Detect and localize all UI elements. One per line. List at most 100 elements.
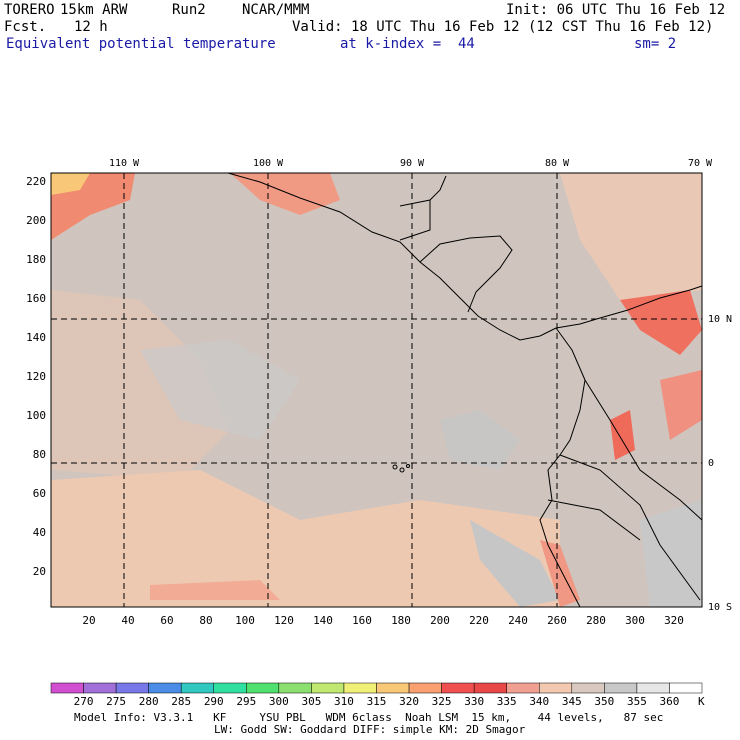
smoothing-label: sm= 2 bbox=[634, 36, 677, 52]
x-tick-label: 200 bbox=[430, 614, 450, 627]
colorbar-units: K bbox=[698, 695, 705, 708]
physics-info-line: LW: Godd SW: Goddard DIFF: simple KM: 2D… bbox=[214, 723, 526, 736]
init-time: Init: 06 UTC Thu 16 Feb 12 bbox=[506, 2, 726, 18]
x-tick-label: 300 bbox=[625, 614, 645, 627]
theta-e-hot-spot bbox=[610, 410, 635, 460]
colorbar-swatch bbox=[408, 682, 442, 694]
colorbar-label: 325 bbox=[432, 695, 452, 708]
colorbar-label: 330 bbox=[464, 695, 484, 708]
y-tick-label: 180 bbox=[26, 253, 46, 266]
y-tick-label: 200 bbox=[26, 214, 46, 227]
theta-e-region-gray bbox=[140, 340, 300, 440]
x-tick-label: 280 bbox=[586, 614, 606, 627]
x-tick-label: 160 bbox=[352, 614, 372, 627]
valid-time: Valid: 18 UTC Thu 16 Feb 12 (12 CST Thu … bbox=[292, 19, 714, 35]
colorbar-swatch bbox=[376, 682, 410, 694]
theta-e-hot-colombia bbox=[620, 290, 702, 355]
y-tick-label: 120 bbox=[26, 370, 46, 383]
x-tick-label: 320 bbox=[664, 614, 684, 627]
galapagos-island bbox=[392, 464, 398, 470]
colorbar-swatch bbox=[636, 682, 670, 694]
x-tick-label: 180 bbox=[391, 614, 411, 627]
colorbar-label: 280 bbox=[139, 695, 159, 708]
lat-label: 10 S bbox=[708, 602, 732, 613]
colorbar-label: 310 bbox=[334, 695, 354, 708]
y-tick-label: 80 bbox=[33, 448, 46, 461]
theta-e-region-cool bbox=[470, 520, 560, 607]
colorbar-swatch bbox=[539, 682, 573, 694]
y-tick-label: 220 bbox=[26, 175, 46, 188]
x-tick-label: 20 bbox=[82, 614, 95, 627]
colorbar-label: 360 bbox=[660, 695, 680, 708]
lon-label: 80 W bbox=[545, 158, 570, 169]
model-name: TORERO bbox=[4, 2, 55, 18]
colorbar-label: 315 bbox=[367, 695, 387, 708]
x-tick-label: 220 bbox=[469, 614, 489, 627]
x-tick-label: 120 bbox=[274, 614, 294, 627]
colorbar-label: 350 bbox=[594, 695, 614, 708]
lon-label: 70 W bbox=[688, 158, 713, 169]
y-tick-label: 40 bbox=[33, 526, 46, 539]
colorbar-swatch bbox=[115, 682, 149, 694]
colorbar-swatch bbox=[180, 682, 214, 694]
latlon-grid bbox=[51, 173, 702, 607]
run-label: Run2 bbox=[172, 2, 206, 18]
theta-e-hot-peru bbox=[540, 540, 580, 607]
south-america-north-coast bbox=[555, 285, 703, 329]
x-index-labels: 20 40 60 80 100 120 140 160 180 200 220 … bbox=[82, 614, 684, 627]
y-tick-label: 20 bbox=[33, 565, 46, 578]
country-border-3 bbox=[547, 499, 641, 541]
colorbar-label: 320 bbox=[399, 695, 419, 708]
map-frame bbox=[50, 172, 703, 608]
colorbar-swatch bbox=[50, 682, 84, 694]
theta-e-region bbox=[51, 290, 230, 480]
country-border-2 bbox=[559, 454, 701, 601]
forecast-label: Fcst. bbox=[4, 19, 47, 35]
x-tick-label: 140 bbox=[313, 614, 333, 627]
colorbar-label: 275 bbox=[106, 695, 126, 708]
colorbar-label: 305 bbox=[301, 695, 321, 708]
x-tick-label: 240 bbox=[508, 614, 528, 627]
colorbar-swatch bbox=[148, 682, 182, 694]
colorbar-label: 355 bbox=[627, 695, 647, 708]
theta-e-region-south bbox=[51, 470, 560, 607]
yucatan-coast bbox=[399, 175, 447, 207]
theta-e-region-gray-2 bbox=[440, 410, 520, 470]
colorbar-swatch bbox=[473, 682, 507, 694]
x-tick-label: 80 bbox=[199, 614, 212, 627]
theta-e-hot-mexico bbox=[230, 173, 340, 215]
field-name: Equivalent potential temperature bbox=[6, 36, 276, 52]
colorbar-label: 285 bbox=[171, 695, 191, 708]
galapagos-island-3 bbox=[406, 464, 410, 468]
colorbar-label: 295 bbox=[236, 695, 256, 708]
colorbar-swatch bbox=[278, 682, 312, 694]
longitude-labels: 110 W 100 W 90 W 80 W 70 W bbox=[109, 158, 713, 169]
country-border bbox=[584, 379, 703, 521]
pacific-coastline bbox=[227, 172, 557, 341]
border-guatemala bbox=[399, 200, 431, 241]
map-panel: 110 W 100 W 90 W 80 W 70 W 10 N 0 10 S 2… bbox=[26, 158, 732, 627]
colorbar-label: 345 bbox=[562, 695, 582, 708]
theta-e-region-northeast bbox=[560, 173, 702, 300]
lat-label: 0 bbox=[708, 458, 714, 469]
y-tick-label: 100 bbox=[26, 409, 46, 422]
org-label: NCAR/MMM bbox=[242, 2, 310, 18]
resolution-label: 15km ARW bbox=[60, 2, 128, 18]
x-tick-label: 40 bbox=[121, 614, 134, 627]
forecast-hours: 12 h bbox=[74, 19, 108, 35]
y-tick-label: 60 bbox=[33, 487, 46, 500]
lon-label: 90 W bbox=[400, 158, 425, 169]
colorbar-swatch bbox=[83, 682, 117, 694]
lat-label: 10 N bbox=[708, 314, 732, 325]
model-info-line: Model Info: V3.3.1 KF YSU PBL WDM 6class… bbox=[74, 711, 664, 724]
colorbar-label: 270 bbox=[74, 695, 94, 708]
y-tick-label: 140 bbox=[26, 331, 46, 344]
colorbar: 270 275 280 285 290 295 300 305 310 315 320 325 330 3… bbox=[50, 682, 705, 708]
lon-label: 110 W bbox=[109, 158, 140, 169]
colorbar-swatch bbox=[246, 682, 280, 694]
x-tick-label: 60 bbox=[160, 614, 173, 627]
colorbar-label: 290 bbox=[204, 695, 224, 708]
colorbar-label: 335 bbox=[497, 695, 517, 708]
theta-e-hot-east bbox=[660, 370, 702, 440]
